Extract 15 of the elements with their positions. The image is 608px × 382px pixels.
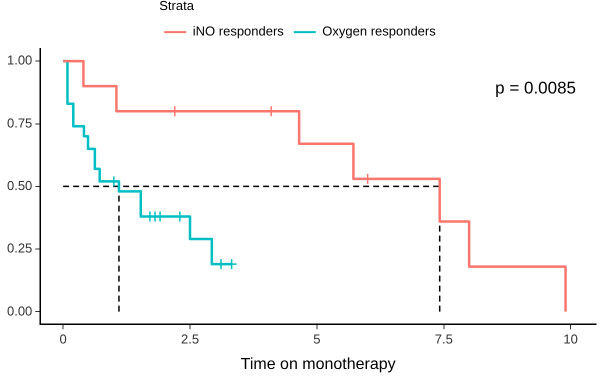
annotation: p = 0.0085 xyxy=(495,78,576,98)
y-tick-label: 0.25 xyxy=(6,240,32,256)
x-tick-label: 7.5 xyxy=(434,332,453,347)
y-tick-label: 0.75 xyxy=(6,115,32,130)
y-tick-label: 0.00 xyxy=(6,303,32,318)
y-tick-label: 1.00 xyxy=(6,52,32,68)
x-tick-label: 10 xyxy=(563,332,578,347)
legend-label: iNO responders xyxy=(192,24,284,39)
legend-label: Oxygen responders xyxy=(322,24,436,39)
y-tick-label: 0.50 xyxy=(6,178,32,193)
x-tick-label: 0 xyxy=(60,332,67,347)
x-tick-label: 2.5 xyxy=(180,332,200,347)
legend-title: Strata xyxy=(159,0,195,14)
x-tick-label: 5 xyxy=(313,332,320,347)
x-axis-title: Time on monotherapy xyxy=(240,356,396,373)
